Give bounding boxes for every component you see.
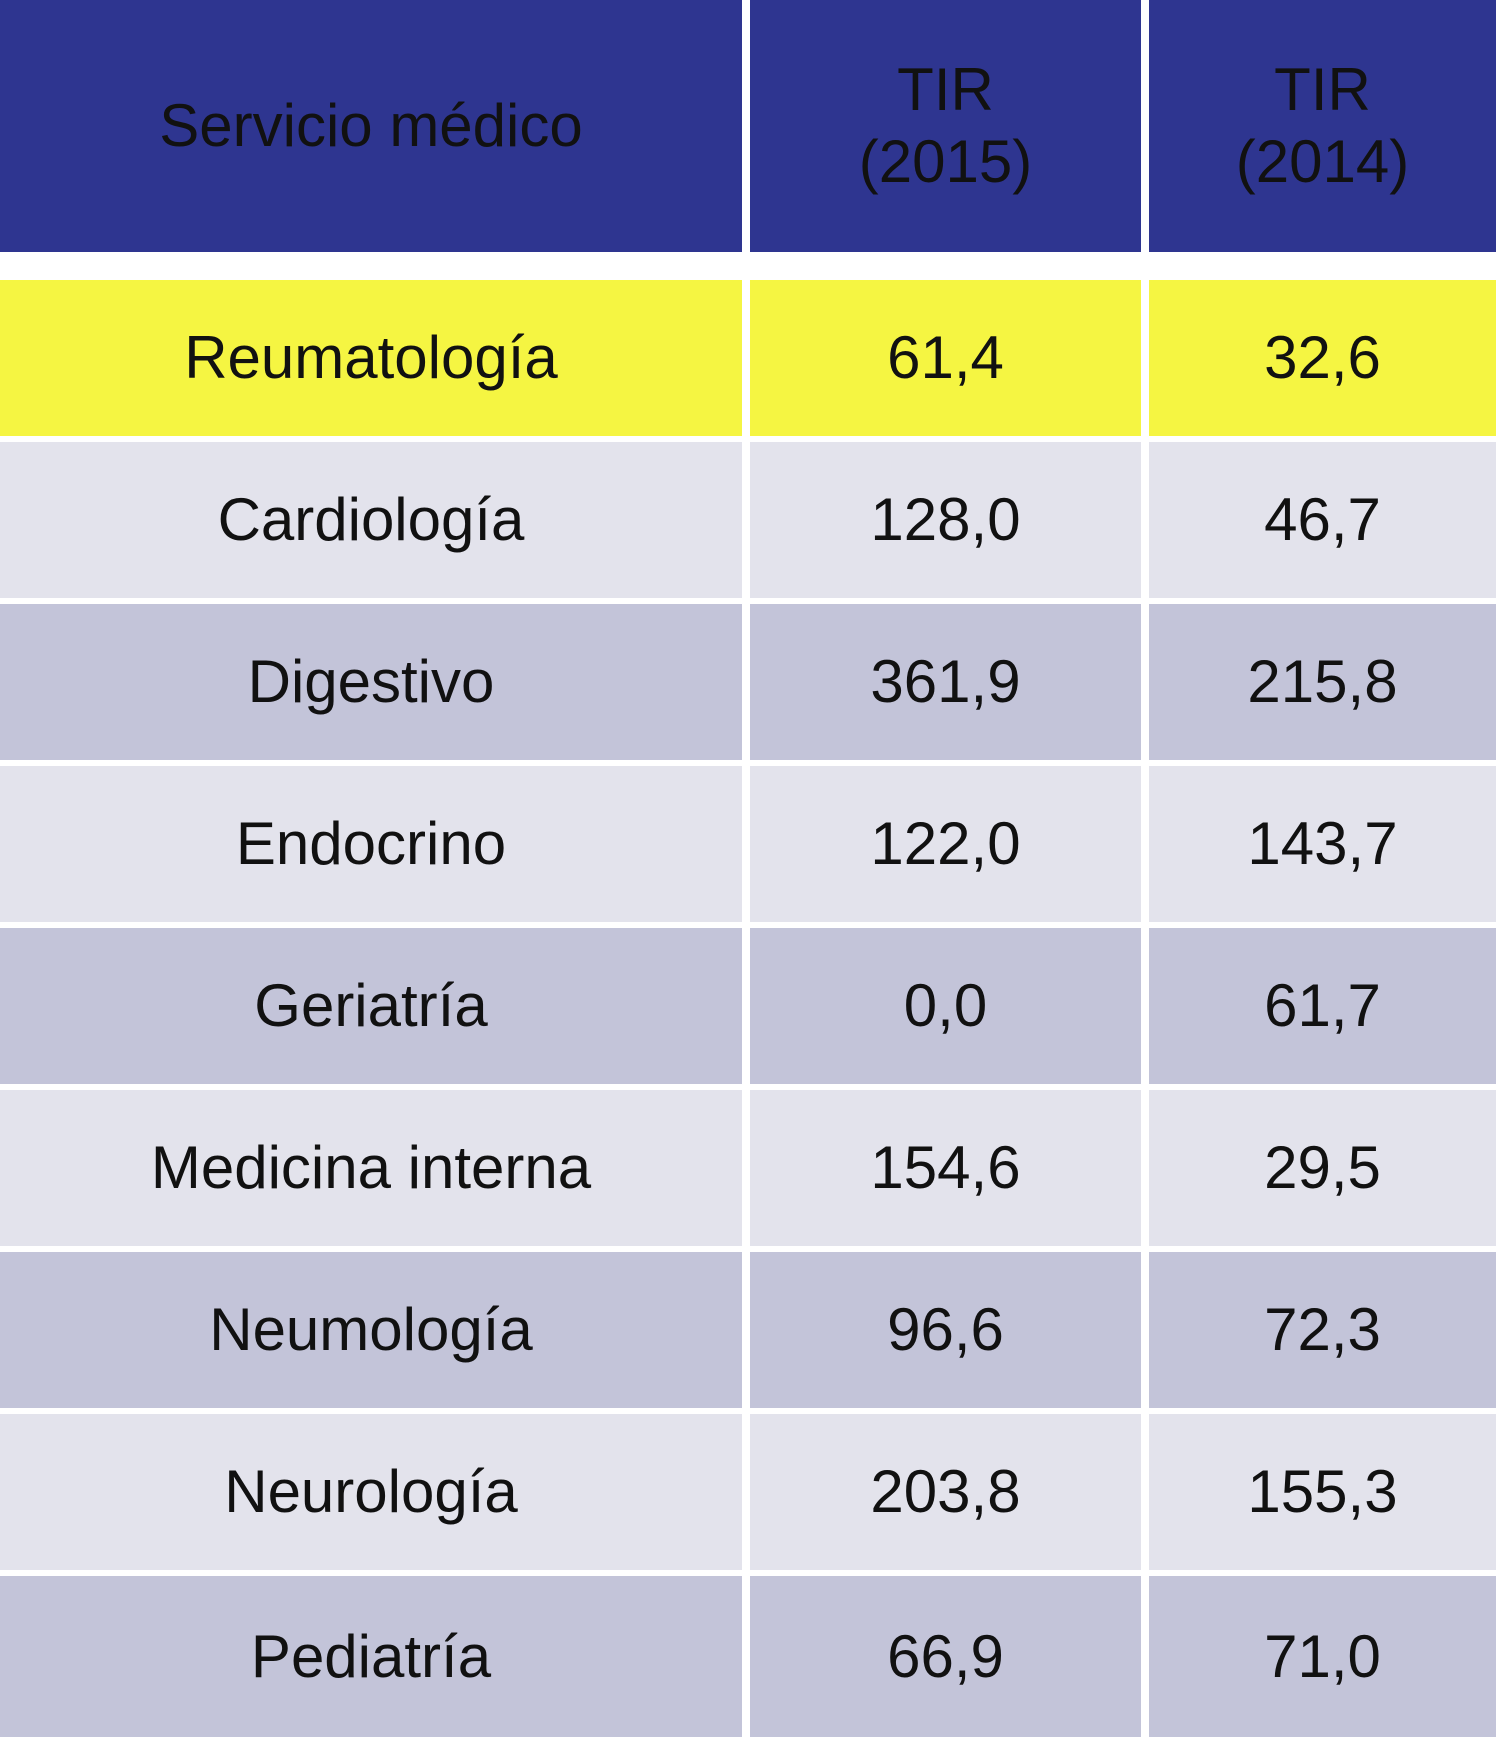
value-cell: 203,8 bbox=[750, 1414, 1141, 1570]
value-cell: 72,3 bbox=[1149, 1252, 1496, 1408]
value-cell: 71,0 bbox=[1149, 1576, 1496, 1737]
header-text: TIR bbox=[897, 56, 994, 123]
service-cell: Digestivo bbox=[0, 604, 742, 760]
service-cell: Endocrino bbox=[0, 766, 742, 922]
value-cell: 61,4 bbox=[750, 280, 1141, 436]
value-cell: 0,0 bbox=[750, 928, 1141, 1084]
value-cell: 143,7 bbox=[1149, 766, 1496, 922]
service-cell: Neumología bbox=[0, 1252, 742, 1408]
value-cell: 46,7 bbox=[1149, 442, 1496, 598]
value-cell: 128,0 bbox=[750, 442, 1141, 598]
service-cell: Medicina interna bbox=[0, 1090, 742, 1246]
value-cell: 154,6 bbox=[750, 1090, 1141, 1246]
service-cell: Geriatría bbox=[0, 928, 742, 1084]
value-cell: 155,3 bbox=[1149, 1414, 1496, 1570]
header-cell: TIR (2015) bbox=[750, 0, 1141, 252]
value-cell: 215,8 bbox=[1149, 604, 1496, 760]
value-cell: 32,6 bbox=[1149, 280, 1496, 436]
service-cell: Cardiología bbox=[0, 442, 742, 598]
header-cell: Servicio médico bbox=[0, 0, 742, 252]
header-cell: TIR (2014) bbox=[1149, 0, 1496, 252]
value-cell: 29,5 bbox=[1149, 1090, 1496, 1246]
value-cell: 122,0 bbox=[750, 766, 1141, 922]
service-cell: Neurología bbox=[0, 1414, 742, 1570]
header-text: Servicio médico bbox=[159, 92, 583, 159]
value-cell: 96,6 bbox=[750, 1252, 1141, 1408]
value-cell: 66,9 bbox=[750, 1576, 1141, 1737]
header-text: TIR bbox=[1274, 56, 1371, 123]
service-cell: Pediatría bbox=[0, 1576, 742, 1737]
header-text: (2015) bbox=[858, 128, 1033, 195]
header-text: (2014) bbox=[1235, 128, 1410, 195]
value-cell: 61,7 bbox=[1149, 928, 1496, 1084]
service-cell: Reumatología bbox=[0, 280, 742, 436]
value-cell: 361,9 bbox=[750, 604, 1141, 760]
